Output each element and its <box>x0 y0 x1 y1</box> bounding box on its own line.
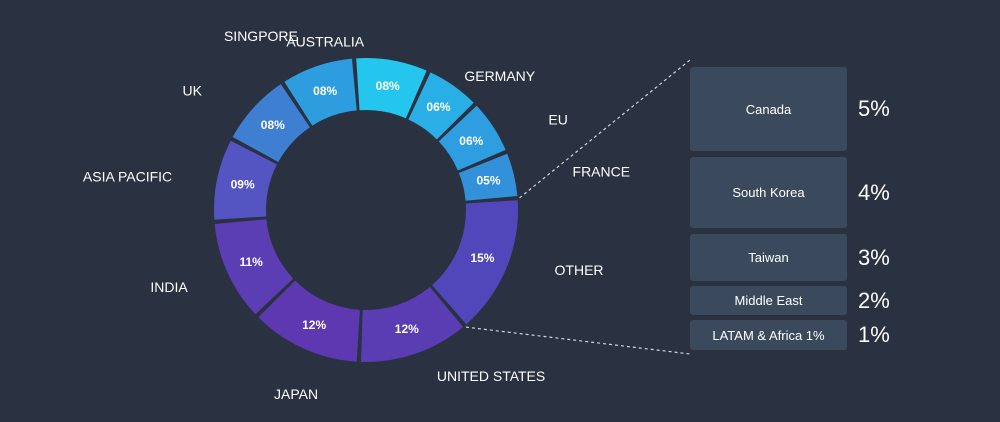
donut-slice-other <box>432 200 518 325</box>
donut-slice-uk <box>232 84 310 162</box>
slice-percent-other: 15% <box>470 251 494 265</box>
slice-percent-japan: 12% <box>302 318 326 332</box>
slice-label-france: FRANCE <box>573 163 631 179</box>
donut-slice-united-states <box>360 286 464 363</box>
breakdown-value-taiwan: 3% <box>858 244 890 270</box>
donut-slice-germany <box>408 72 474 140</box>
slice-percent-united-states: 12% <box>395 322 419 336</box>
slice-label-united-states: UNITED STATES <box>437 368 545 384</box>
breakdown-label-canada: Canada <box>745 101 792 117</box>
slice-label-singpore: SINGPORE <box>224 28 298 44</box>
donut-slice-singpore <box>284 58 357 126</box>
breakdown-value-canada: 5% <box>858 96 890 121</box>
breakdown-value-south-korea: 4% <box>858 179 890 205</box>
slice-label-eu: EU <box>548 112 567 128</box>
connector-line-top <box>519 59 691 199</box>
slice-percent-germany: 06% <box>426 100 450 114</box>
donut-slice-france <box>458 153 518 201</box>
slice-label-other: OTHER <box>555 262 604 278</box>
breakdown-box-canada: Canada <box>690 67 847 151</box>
slice-percent-india: 11% <box>239 255 263 269</box>
slice-percent-asia-pacific: 09% <box>231 177 255 191</box>
slice-percent-singpore: 08% <box>313 84 337 98</box>
slice-label-india: INDIA <box>150 279 188 295</box>
breakdown-box-south-korea: South Korea <box>690 157 847 228</box>
breakdown-box-middle-east: Middle East <box>690 286 847 315</box>
breakdown-label-taiwan: Taiwan <box>748 250 789 265</box>
connector-line-bottom <box>465 326 691 355</box>
breakdown-box-taiwan: Taiwan <box>690 234 847 281</box>
breakdown-box-latam-africa: LATAM & Africa 1% <box>690 320 847 350</box>
donut-slice-japan <box>258 280 360 362</box>
breakdown-label-latam-africa: LATAM & Africa 1% <box>712 327 825 343</box>
slice-label-asia-pacific: ASIA PACIFIC <box>83 169 172 185</box>
slice-percent-australia: 08% <box>376 79 400 93</box>
slice-label-australia: AUSTRALIA <box>286 34 364 50</box>
breakdown-label-south-korea: South Korea <box>732 185 805 200</box>
slice-label-germany: GERMANY <box>464 68 535 84</box>
slice-percent-eu: 06% <box>459 134 483 148</box>
slice-label-japan: JAPAN <box>274 386 318 402</box>
breakdown-label-middle-east: Middle East <box>734 293 803 308</box>
donut-slice-australia <box>356 58 427 119</box>
slice-percent-france: 05% <box>477 174 501 188</box>
slice-percent-uk: 08% <box>261 118 285 132</box>
breakdown-value-latam-africa: 1% <box>858 322 890 347</box>
breakdown-value-middle-east: 2% <box>858 287 890 313</box>
slice-label-uk: UK <box>183 83 203 99</box>
donut-slice-india <box>214 219 294 315</box>
donut-slice-eu <box>438 105 506 171</box>
donut-slice-asia-pacific <box>214 140 277 220</box>
